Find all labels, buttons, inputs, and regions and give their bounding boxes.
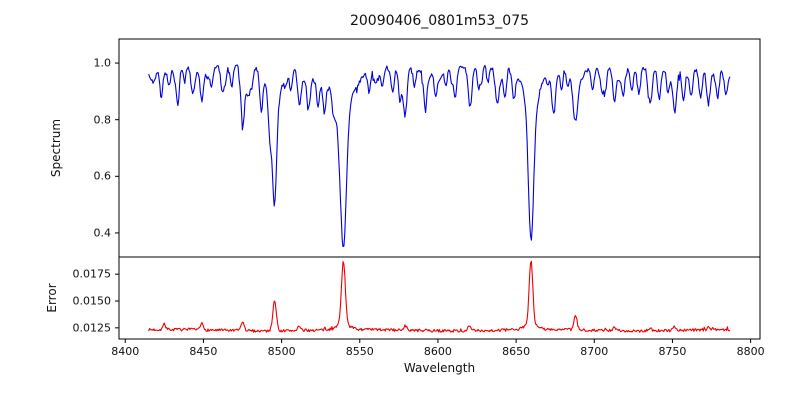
x-tick-label: 8800 [736,345,765,358]
chart-title: 20090406_0801m53_075 [349,13,530,29]
error-tick-label: 0.0125 [72,321,112,335]
x-tick-label: 8700 [580,345,609,358]
error-tick-label: 0.0150 [72,294,112,308]
spectrum-tick-label: 1.0 [93,56,112,70]
x-axis-label: Wavelength [403,361,476,375]
spectrum-tick-label: 0.8 [93,113,112,127]
x-tick-label: 8500 [267,345,296,358]
error-tick-label: 0.0175 [72,267,112,281]
x-tick-label: 8450 [189,345,218,358]
x-tick-label: 8550 [345,345,374,358]
x-tick-label: 8650 [502,345,531,358]
spectrum-tick-label: 0.4 [93,226,112,240]
x-tick-label: 8750 [658,345,687,358]
x-tick-label: 8600 [423,345,452,358]
x-tick-label: 8400 [111,345,140,358]
spectrum-tick-label: 0.6 [93,169,112,183]
